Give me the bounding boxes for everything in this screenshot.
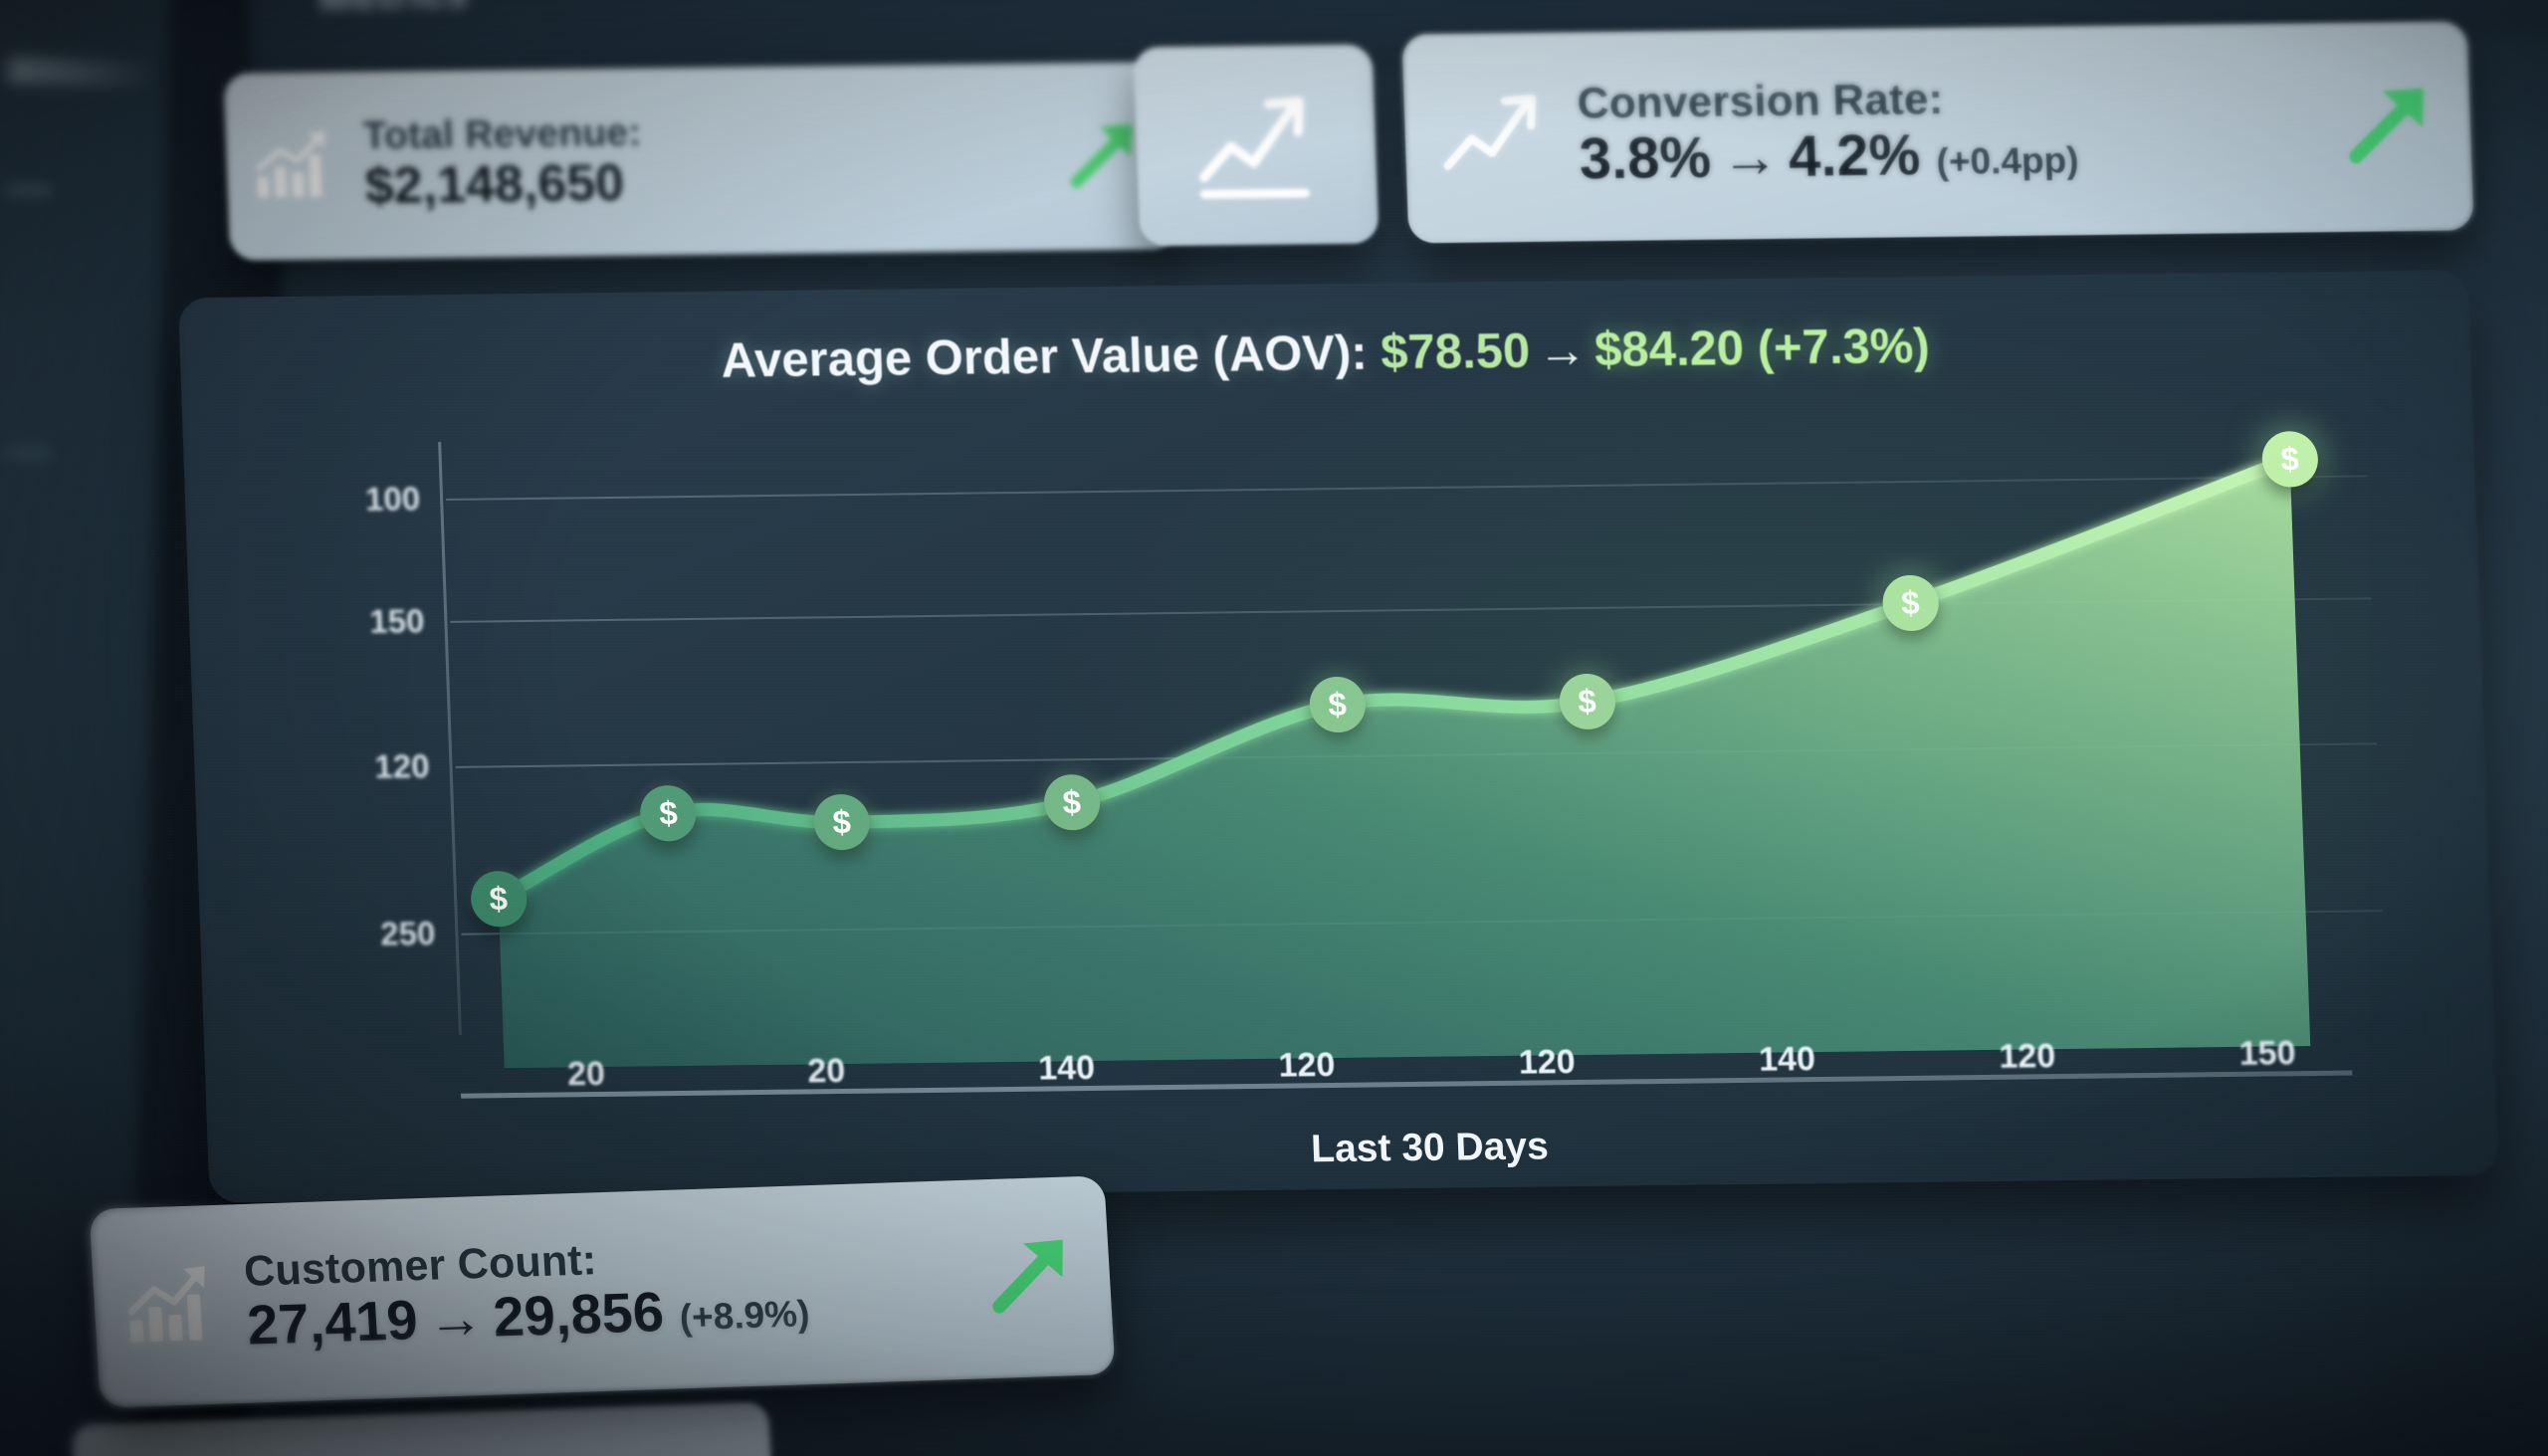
screenshot-root: Metrics Total Revenue: $2,148, [0,0,2548,1456]
vignette [0,0,2548,1456]
